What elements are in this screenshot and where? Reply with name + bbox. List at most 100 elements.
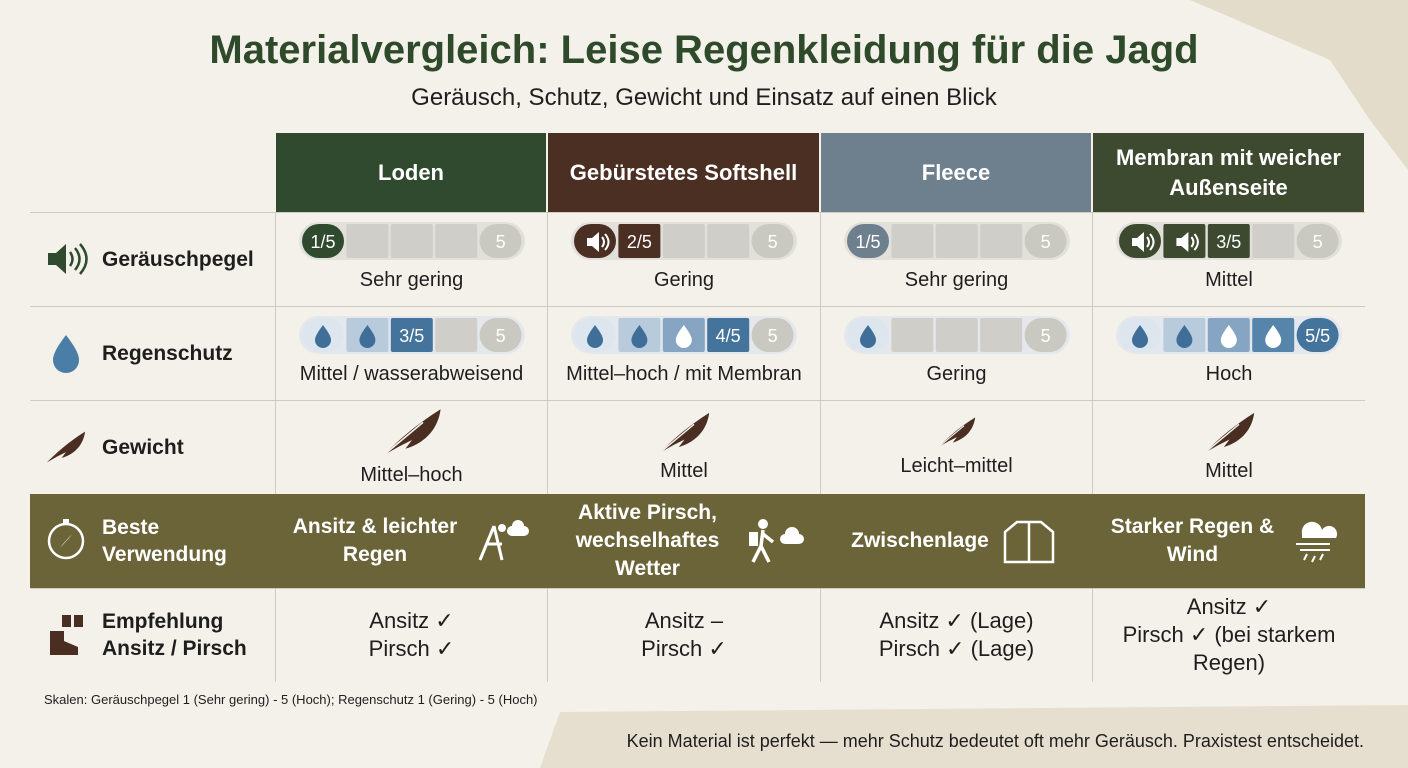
- cell-text: Mittel: [660, 460, 708, 483]
- scale-segment: [979, 317, 1022, 352]
- scale-pill: 3/5 5: [298, 315, 525, 354]
- cell-text: Sehr gering: [904, 268, 1009, 291]
- table-cell: Mittel: [547, 400, 820, 494]
- scale-label: 5: [1040, 326, 1050, 346]
- use-icon: [1003, 520, 1055, 564]
- table-cell: Zwischenlage: [820, 494, 1092, 588]
- row-label: Empfehlung Ansitz / Pirsch: [30, 588, 275, 682]
- scale-icon: [675, 324, 692, 348]
- table-cell: Ansitz – Pirsch ✓: [547, 588, 820, 682]
- row-label-text: Regenschutz: [102, 341, 233, 365]
- scale-icon: [859, 324, 876, 348]
- scale-segment: [345, 223, 388, 258]
- recommend-line: Ansitz ✓: [369, 608, 454, 633]
- recommend-line: Ansitz –: [644, 608, 724, 633]
- scale-segment: [935, 223, 978, 258]
- scale-segment: [1024, 223, 1067, 258]
- scale-pill: 2/5 5: [571, 221, 797, 260]
- scale-pill: 3/5 5: [1116, 221, 1342, 260]
- row-icon: [47, 519, 85, 560]
- row-label: Regenschutz: [30, 306, 275, 400]
- table-cell: 5 Gering: [820, 306, 1092, 400]
- table-cell: Mittel: [1092, 400, 1365, 494]
- scale-segment: [1252, 223, 1295, 258]
- scale-label: 4/5: [716, 326, 741, 346]
- feather-icon: [658, 412, 709, 453]
- scale-segment: [979, 223, 1022, 258]
- scale-label: 1/5: [855, 232, 880, 252]
- table-cell: Mittel–hoch: [275, 400, 547, 494]
- scale-segment: [434, 223, 477, 258]
- scale-segment: [479, 317, 522, 352]
- row-divider: [30, 306, 1365, 307]
- column-title: Gebürstetes Softshell: [569, 159, 798, 185]
- scale-segment: [890, 223, 933, 258]
- scale-segment: [707, 317, 750, 352]
- recommend-line: Ansitz ✓ (Lage): [879, 608, 1034, 633]
- table-cell: Ansitz ✓ Pirsch ✓ (bei starkem Regen): [1092, 588, 1365, 682]
- cell-text: Gering: [653, 268, 715, 291]
- row-icon: [48, 243, 88, 275]
- scale-icon: [1176, 231, 1199, 252]
- scale-pill: 1/5 5: [298, 221, 525, 260]
- row-label-text: Geräuschpegel: [102, 247, 254, 271]
- row-label: Geräuschpegel: [30, 212, 275, 306]
- cell-text: Mittel–hoch: [360, 463, 463, 486]
- scale-icon: [1132, 324, 1148, 348]
- use-text: Zwischenlage: [851, 529, 989, 552]
- scale-segment: [1296, 317, 1339, 352]
- feather-icon: [1203, 412, 1254, 453]
- cell-text: Gering: [926, 362, 987, 385]
- scale-icon: [587, 231, 610, 252]
- scale-segment: [301, 223, 344, 258]
- row-label-text: Empfehlung Ansitz / Pirsch: [102, 610, 247, 660]
- column-title: Loden: [378, 159, 444, 185]
- table-cell: Ansitz & leichter Regen: [275, 494, 547, 588]
- scale-segment: [618, 223, 661, 258]
- row-label-text: Gewicht: [102, 435, 184, 459]
- scale-icon: [587, 324, 603, 348]
- row-divider: [30, 212, 1365, 213]
- table-cell: 3/5 5 Mittel: [1092, 212, 1365, 306]
- scale-label: 3/5: [1216, 232, 1241, 252]
- row-divider: [30, 400, 1365, 401]
- cell-text: Leicht–mittel: [900, 454, 1013, 477]
- scale-label: 5: [1313, 232, 1323, 252]
- row-divider: [30, 588, 1365, 589]
- scale-pill: 5/5: [1116, 315, 1342, 354]
- scale-label: 5: [495, 232, 505, 252]
- scale-label: 2/5: [627, 232, 652, 252]
- table-cell: Leicht–mittel: [820, 400, 1092, 494]
- scale-segment: [751, 317, 794, 352]
- cell-text: Mittel / wasserabweisend: [299, 362, 524, 385]
- cell-text: Hoch: [1205, 362, 1253, 385]
- column-title: Membran mit weicher Außenseite: [1116, 144, 1341, 200]
- recommend-line: Pirsch ✓: [368, 636, 455, 661]
- cell-text: Sehr gering: [359, 268, 464, 291]
- cell-text: Mittel–hoch / mit Membran: [566, 362, 802, 385]
- scale-segment: [890, 317, 933, 352]
- scale-label: 5/5: [1305, 326, 1330, 346]
- scale-segment: [390, 317, 433, 352]
- scale-pill: 4/5 5: [571, 315, 797, 354]
- scale-segment: [751, 223, 794, 258]
- recommend-line: Pirsch ✓ (bei starkem Regen): [1122, 622, 1336, 675]
- table-cell: 5/5 Hoch: [1092, 306, 1365, 400]
- row-icon: [50, 615, 83, 655]
- table-cell: 1/5 5 Sehr gering: [820, 212, 1092, 306]
- use-icon: [478, 520, 529, 561]
- note: Kein Material ist perfekt — mehr Schutz …: [626, 731, 1364, 751]
- scale-label: 5: [768, 232, 778, 252]
- use-text: Aktive Pirsch, wechselhaftes Wetter: [575, 501, 720, 580]
- row-icon: [53, 335, 79, 373]
- recommend-line: Pirsch ✓ (Lage): [878, 636, 1035, 661]
- column-header: Membran mit weicher Außenseite: [1093, 133, 1364, 212]
- scale-icon: [1132, 231, 1155, 252]
- use-icon: [1295, 521, 1337, 563]
- title: Materialvergleich: Leise Regenkleidung f…: [209, 28, 1199, 72]
- cell-text: Mittel: [1205, 460, 1253, 483]
- row-band: [30, 494, 1365, 588]
- scale-icon: [358, 324, 375, 348]
- scale-label: 5: [1040, 232, 1050, 252]
